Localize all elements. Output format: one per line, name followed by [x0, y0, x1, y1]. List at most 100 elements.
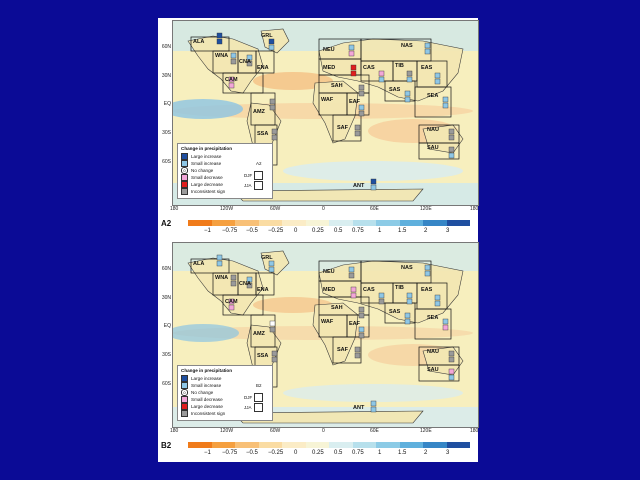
- world-map: ALA GRL WNA CNA ENA CAM AMZ SSA NEU MED …: [172, 20, 479, 206]
- colorbar: [188, 220, 470, 226]
- lat-label: 60N: [161, 266, 171, 272]
- region-label: SAH: [331, 305, 343, 311]
- region-label: CAM: [225, 77, 238, 83]
- lon-label: 120W: [220, 428, 234, 434]
- region-label: NAS: [401, 43, 413, 49]
- region-label: EAF: [349, 99, 360, 105]
- colorbar-tick: 0: [294, 228, 298, 234]
- panel-a2: 60N 30N EQ 30S 60S: [158, 18, 479, 240]
- lon-label: 180: [470, 428, 479, 434]
- region-label: SAU: [427, 145, 439, 151]
- region-label: NAS: [401, 265, 413, 271]
- colorbar-tick: 1: [378, 228, 382, 234]
- legend-jja: JJA: [244, 405, 252, 410]
- lat-label: 60S: [162, 159, 171, 165]
- region-label: SAS: [389, 87, 401, 93]
- region-label: SAH: [331, 83, 343, 89]
- region-label: NAU: [427, 349, 439, 355]
- colorbar-tick: 0.5: [334, 450, 343, 456]
- legend-djf-box: [254, 171, 263, 180]
- lat-label: EQ: [163, 323, 171, 329]
- region-label: ENA: [257, 65, 269, 71]
- legend-djf: DJF: [244, 395, 253, 400]
- colorbar-tick: 2: [424, 228, 428, 234]
- region-label: SSA: [257, 353, 269, 359]
- colorbar-tick: 0.5: [334, 228, 343, 234]
- legend-item: Small increase: [181, 160, 221, 167]
- lat-label: 60N: [161, 44, 171, 50]
- legend-djf: DJF: [244, 173, 253, 178]
- lat-label: 30N: [161, 295, 171, 301]
- region-label: ALA: [193, 39, 205, 45]
- world-map: ALA GRL WNA CNA ENA CAM AMZ SSA NEU MED …: [172, 242, 479, 428]
- lon-label: 60E: [370, 428, 379, 434]
- legend-item: Small increase: [181, 382, 221, 389]
- region-label: ANT: [353, 405, 365, 411]
- lon-label: 180: [470, 206, 479, 212]
- panel-label: B2: [161, 441, 172, 450]
- region-label: MED: [323, 65, 336, 71]
- region-label: WNA: [215, 53, 229, 59]
- legend: Change in precipitation Large increase S…: [177, 143, 273, 199]
- lon-label: 60E: [370, 206, 379, 212]
- colorbar-tick: 3: [446, 450, 450, 456]
- lon-label: 0: [322, 428, 325, 434]
- colorbar-tick: −0.75: [222, 228, 238, 234]
- legend-item: Large increase: [181, 153, 221, 160]
- legend-item: Inconsistent sign: [181, 188, 225, 195]
- legend-jja: JJA: [244, 183, 252, 188]
- colorbar-tick: 1.5: [398, 228, 407, 234]
- legend-item: 0 No change: [181, 389, 213, 396]
- region-label: AMZ: [253, 331, 265, 337]
- region-label: ENA: [257, 287, 269, 293]
- legend-scenario: A2: [256, 161, 262, 166]
- region-label: SAS: [389, 309, 401, 315]
- region-label: SEA: [427, 93, 439, 99]
- colorbar-tick: −1: [204, 228, 211, 234]
- colorbar-tick: −0.5: [246, 228, 258, 234]
- lon-label: 180: [170, 206, 179, 212]
- colorbar-tick: −0.75: [222, 450, 238, 456]
- colorbar-tick: −0.25: [268, 450, 284, 456]
- legend-item: Inconsistent sign: [181, 410, 225, 417]
- colorbar-tick: −0.25: [268, 228, 284, 234]
- panel-b2: 60N 30N EQ 30S 60S: [158, 240, 479, 462]
- legend-item: Large decrease: [181, 403, 223, 410]
- region-label: SEA: [427, 315, 439, 321]
- region-label: SAF: [337, 347, 348, 353]
- legend-item: Small decrease: [181, 174, 223, 181]
- region-label: SAF: [337, 125, 348, 131]
- colorbar: [188, 442, 470, 448]
- region-label: GRL: [261, 33, 273, 39]
- region-label: SSA: [257, 131, 269, 137]
- lat-label: 30S: [162, 130, 171, 136]
- legend: Change in precipitation Large increase S…: [177, 365, 273, 421]
- colorbar-tick: 0.25: [312, 450, 324, 456]
- region-label: EAF: [349, 321, 360, 327]
- region-label: GRL: [261, 255, 273, 261]
- colorbar-tick: 2: [424, 450, 428, 456]
- colorbar-tick: 0.25: [312, 228, 324, 234]
- region-label: MED: [323, 287, 336, 293]
- region-label: NEU: [323, 269, 335, 275]
- lon-label: 60W: [270, 206, 281, 212]
- lat-label: 30S: [162, 352, 171, 358]
- region-label: AMZ: [253, 109, 265, 115]
- region-label: TIB: [395, 63, 404, 69]
- lon-label: 180: [170, 428, 179, 434]
- figure-sheet: 60N 30N EQ 30S 60S: [158, 18, 479, 462]
- colorbar-tick: −0.5: [246, 450, 258, 456]
- colorbar-tick: 0.75: [352, 228, 364, 234]
- colorbar-tick: 0.75: [352, 450, 364, 456]
- region-label: WNA: [215, 275, 229, 281]
- region-label: WAF: [321, 97, 334, 103]
- colorbar-tick: 1.5: [398, 450, 407, 456]
- region-label: ALA: [193, 261, 205, 267]
- legend-item: Large decrease: [181, 181, 223, 188]
- region-label: CAS: [363, 65, 375, 71]
- lon-label: 120W: [220, 206, 234, 212]
- region-label: NAU: [427, 127, 439, 133]
- region-label: SAU: [427, 367, 439, 373]
- region-label: CAM: [225, 299, 238, 305]
- legend-scenario: B2: [256, 383, 262, 388]
